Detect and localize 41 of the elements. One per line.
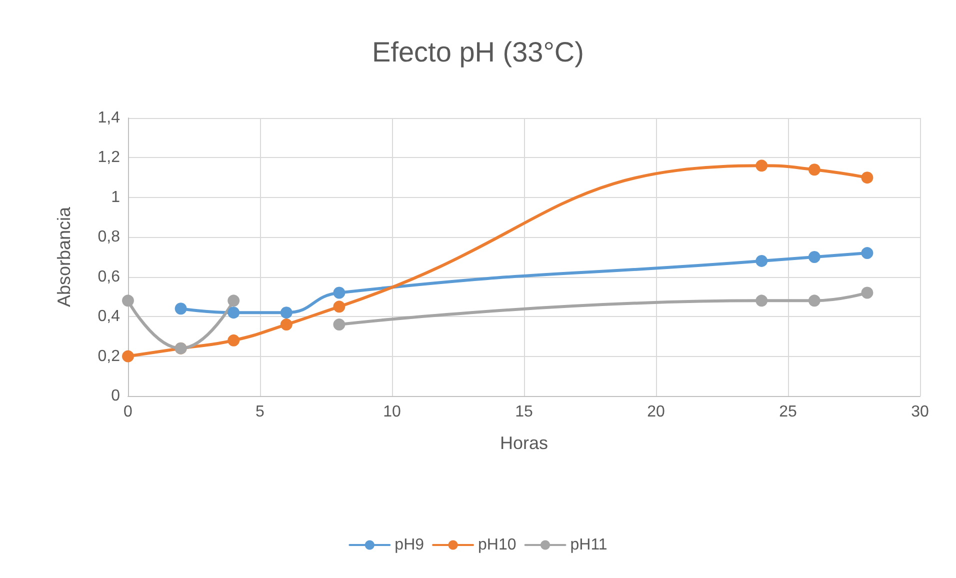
legend-label: pH11	[570, 536, 608, 554]
x-tick-label: 25	[779, 404, 797, 420]
x-tick-label: 30	[911, 404, 929, 420]
x-axis-title: Horas	[500, 433, 548, 453]
point	[861, 247, 874, 260]
point	[280, 318, 292, 331]
point	[861, 286, 874, 299]
x-tick-label: 10	[383, 404, 401, 420]
y-tick-label: 1,4	[98, 110, 120, 126]
legend-label: pH10	[478, 536, 516, 554]
point	[756, 294, 768, 307]
legend-label: pH9	[394, 536, 424, 554]
point	[333, 300, 346, 313]
y-tick-label: 0,6	[98, 268, 120, 286]
x-tick-label: 15	[515, 404, 533, 420]
point	[756, 254, 768, 267]
point	[808, 251, 820, 263]
x-tick-label: 0	[124, 404, 133, 420]
chart-title: Efecto pH (33°C)	[372, 36, 584, 68]
point	[333, 318, 346, 331]
x-tick-label: 20	[647, 404, 665, 420]
x-tick-label: 5	[256, 404, 265, 420]
point	[280, 306, 292, 319]
y-tick-label: 1	[111, 188, 120, 206]
y-tick-label: 0,4	[98, 308, 120, 326]
point	[808, 294, 820, 307]
y-axis-title: Absorbancia	[54, 206, 74, 308]
point	[228, 294, 240, 307]
y-tick-label: 0	[111, 388, 120, 404]
point	[122, 350, 134, 362]
point	[174, 302, 187, 315]
y-tick-label: 0,8	[98, 228, 120, 246]
point	[228, 334, 240, 346]
point	[808, 164, 820, 176]
point	[333, 286, 346, 299]
point	[756, 160, 768, 172]
point	[122, 294, 134, 307]
point	[228, 306, 240, 319]
y-tick-label: 0,2	[98, 348, 120, 365]
point	[861, 172, 874, 184]
y-tick-label: 1,2	[98, 149, 120, 166]
